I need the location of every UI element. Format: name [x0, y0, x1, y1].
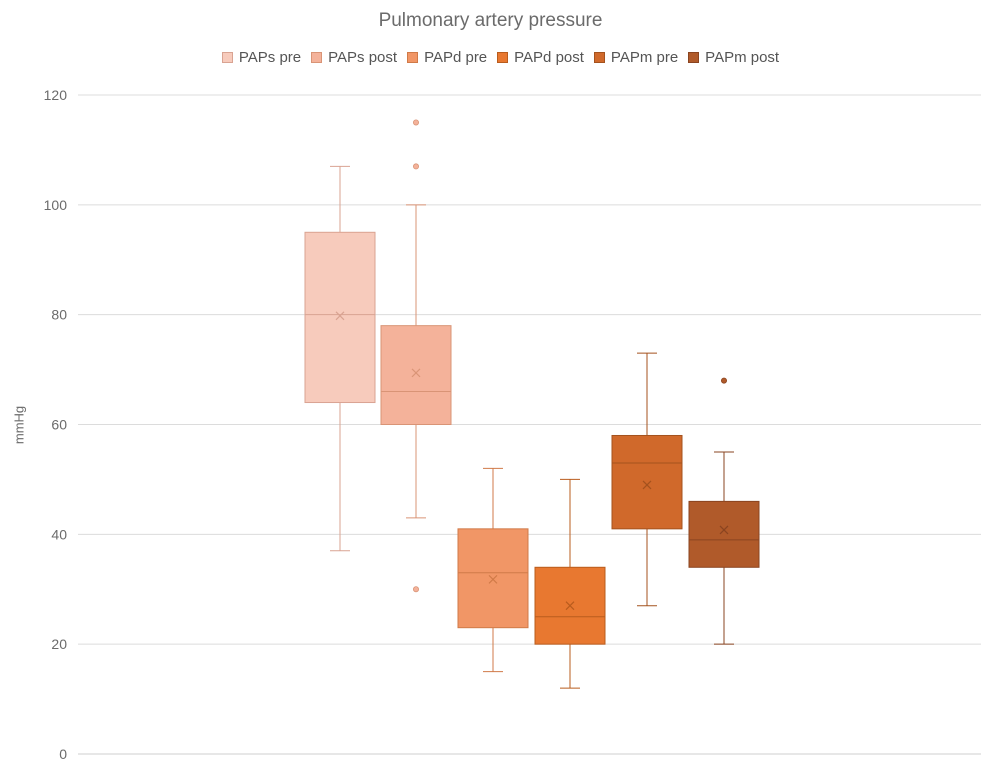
y-tick-label: 120: [44, 87, 68, 103]
papd-pre-box: [457, 528, 529, 629]
paps-pre-box: [304, 231, 376, 404]
y-tick-label: 80: [51, 307, 67, 323]
legend-item: PAPm pre: [593, 49, 679, 66]
legend: PAPs pre PAPs post PAPd pre PAPd post PAPm p…: [0, 49, 981, 66]
papm-post-box: [688, 500, 760, 568]
paps-post-outlier: [412, 119, 419, 126]
papd-pre-mean-marker: [488, 574, 498, 584]
chart-title: Pulmonary artery pressure: [378, 10, 603, 31]
legend-item: PAPd pre: [407, 49, 487, 66]
legend-label: PAPs pre: [238, 49, 302, 66]
legend-swatch: [407, 52, 419, 63]
legend-swatch: [688, 52, 700, 63]
legend-swatch: [221, 52, 233, 63]
legend-label: PAPs post: [328, 49, 398, 66]
y-tick-label: 60: [51, 417, 67, 433]
papm-pre-box: [611, 434, 683, 530]
y-tick-label: 20: [51, 636, 67, 652]
papm-pre-mean-marker: [642, 480, 652, 490]
papd-post-mean-marker: [565, 601, 575, 611]
paps-post-mean-marker: [411, 368, 421, 378]
legend-swatch: [593, 52, 605, 63]
papm-post-mean-marker: [719, 525, 729, 535]
legend-label: PAPm post: [705, 49, 780, 66]
paps-pre-mean-marker: [335, 311, 345, 321]
y-tick-label: 40: [51, 526, 67, 542]
papm-post-outlier: [721, 377, 728, 384]
y-tick-label: 0: [59, 746, 67, 762]
paps-post-outlier: [412, 163, 419, 170]
y-tick-label: 100: [44, 197, 68, 213]
legend-item: PAPs pre: [221, 49, 302, 66]
legend-swatch: [497, 52, 509, 63]
legend-label: PAPd pre: [424, 49, 488, 66]
legend-label: PAPm pre: [610, 49, 679, 66]
paps-post-outlier: [412, 586, 419, 593]
legend-item: PAPm post: [688, 49, 779, 66]
legend-item: PAPs post: [311, 49, 397, 66]
legend-label: PAPd post: [514, 49, 584, 66]
paps-post-box: [380, 325, 452, 425]
legend-swatch: [311, 52, 323, 63]
legend-item: PAPd post: [497, 49, 584, 66]
